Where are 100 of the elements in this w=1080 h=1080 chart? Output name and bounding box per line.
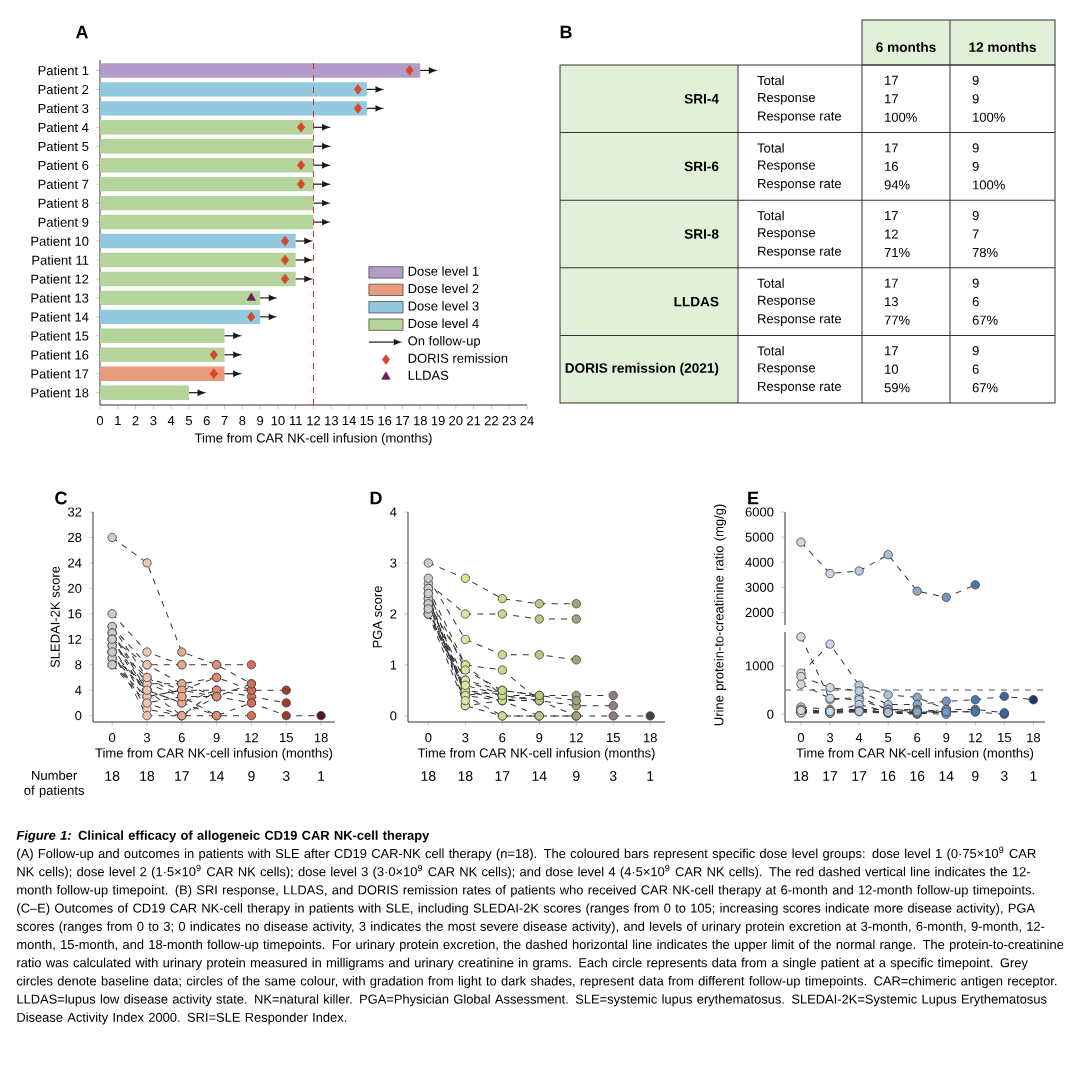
y-tick-label: 16	[68, 609, 82, 619]
x-tick-label: 10	[271, 416, 285, 426]
x-tick-label: 5	[185, 416, 193, 426]
text: 100%	[885, 112, 917, 122]
y-tick-label: 2000	[745, 607, 774, 618]
text: 100%	[973, 180, 1005, 190]
legend-label: Dose level 3	[408, 301, 479, 311]
text: 9	[972, 346, 979, 356]
text: Response rate	[758, 246, 842, 259]
x-tick-label: 7	[221, 416, 228, 426]
legend-label: Dose level 1	[408, 266, 479, 276]
x-tick-label: 0	[797, 733, 805, 743]
text: Response rate	[758, 381, 842, 394]
text: Total	[757, 210, 784, 221]
x-tick-label: 12	[570, 733, 583, 743]
x-tick-label: 20	[449, 416, 463, 426]
text: 78%	[972, 247, 998, 258]
x-tick-label: 13	[325, 416, 338, 426]
text: 16	[881, 771, 896, 781]
x-tick-label: 15	[360, 416, 374, 426]
text: Total	[757, 75, 784, 86]
y-tick-label: 6000	[745, 507, 774, 517]
y-tick-label: Patient 7	[38, 179, 89, 189]
x-tick-label: 6	[203, 416, 210, 426]
y-tick-label: 28	[68, 532, 82, 543]
y-axis-title: PGA score	[372, 586, 382, 648]
text: 9	[972, 161, 979, 171]
text: Response	[758, 92, 816, 105]
y-tick-label: 5000	[745, 532, 774, 542]
x-tick-label: 4	[855, 733, 863, 743]
y-axis-title: Urine protein-to-creatinine ratio (mg/g)	[713, 504, 727, 726]
y-tick-label: Patient 16	[31, 350, 89, 360]
y-tick-label: 3	[390, 558, 397, 568]
x-tick-label: 3	[826, 733, 834, 743]
y-tick-label: Patient 17	[31, 368, 89, 379]
y-tick-label: 0	[767, 709, 774, 719]
text: 9	[972, 278, 979, 288]
y-tick-label: 1	[390, 660, 397, 670]
text: 14	[532, 771, 547, 781]
y-tick-label: 0	[75, 711, 82, 721]
x-tick-label: 6	[178, 733, 185, 743]
y-tick-label: Patient 1	[38, 65, 89, 76]
x-axis-title: Time from CAR NK-cell infusion (months)	[417, 748, 655, 761]
x-tick-label: 12	[969, 733, 982, 743]
text: Total	[757, 278, 784, 288]
text: 1	[1030, 771, 1037, 781]
y-tick-label: Patient 11	[32, 255, 89, 265]
text: Response rate	[758, 111, 842, 124]
category-label: SRI-6	[684, 161, 719, 172]
text: Response	[758, 228, 816, 240]
text: 17	[885, 278, 898, 288]
x-tick-label: 9	[536, 733, 543, 743]
text: 71%	[884, 247, 910, 258]
y-tick-label: 32	[67, 507, 82, 517]
x-tick-label: 5	[885, 733, 892, 743]
text: 3	[282, 771, 290, 781]
text: 17	[885, 211, 898, 220]
text: 9	[972, 75, 979, 85]
y-tick-label: Patient 10	[31, 236, 89, 246]
text: 67%	[972, 315, 998, 325]
y-tick-label: 20	[68, 583, 82, 593]
text: Number of patients	[24, 770, 85, 798]
x-tick-label: 18	[1027, 733, 1041, 743]
category-label: SRI-4	[684, 93, 719, 104]
x-tick-label: 14	[342, 416, 356, 426]
x-tick-label: 15	[607, 733, 620, 743]
text: 16	[885, 161, 898, 171]
text: 67%	[972, 383, 998, 393]
text: Response	[758, 363, 816, 376]
y-tick-label: 0	[390, 711, 397, 721]
x-tick-label: 15	[280, 733, 293, 743]
x-tick-label: 18	[643, 733, 657, 743]
y-tick-label: Patient 8	[38, 198, 89, 208]
text: Response	[758, 160, 816, 173]
x-tick-label: 9	[213, 733, 220, 743]
legend-label: LLDAS	[408, 370, 449, 380]
x-tick-label: 9	[943, 733, 950, 743]
y-tick-label: Patient 18	[31, 387, 89, 398]
text: 14	[209, 771, 224, 781]
y-tick-label: 4000	[745, 557, 774, 567]
text: 18	[105, 771, 120, 781]
x-tick-label: 9	[257, 416, 264, 426]
category-label: DORIS remission (2021)	[565, 362, 719, 376]
text: 17	[885, 346, 898, 356]
text: 17	[823, 771, 838, 781]
x-tick-label: 0	[425, 733, 432, 743]
x-tick-label: 17	[396, 416, 410, 426]
text: 17	[885, 143, 898, 153]
x-tick-label: 15	[998, 733, 1012, 743]
x-tick-label: 3	[150, 416, 157, 426]
y-tick-label: Patient 13	[31, 293, 89, 303]
x-tick-label: 18	[314, 733, 328, 743]
chart-title: C	[55, 491, 68, 505]
text: Figure 1: Clinical efficacy of allogeneic CD19 CAR NK-cell therapy	[16, 830, 430, 843]
x-tick-label: 8	[239, 416, 246, 426]
y-tick-label: 2	[390, 609, 397, 619]
text: B	[560, 25, 572, 39]
y-tick-label: Patient 14	[31, 312, 89, 322]
y-tick-label: 1000	[746, 661, 774, 671]
text: 1	[647, 771, 654, 781]
